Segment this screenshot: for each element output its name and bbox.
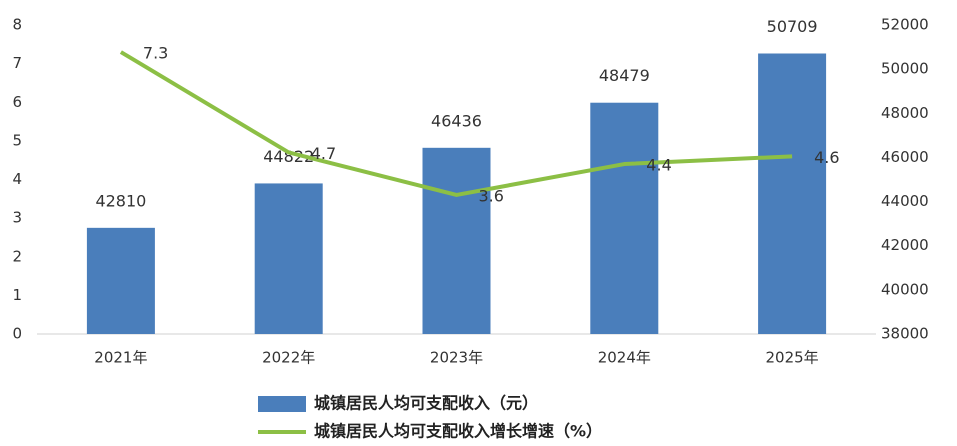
y-tick-label: 2 <box>12 247 22 265</box>
line-value-label: 3.6 <box>479 186 504 205</box>
y2-tick-label: 42000 <box>881 236 929 254</box>
x-tick-label: 2023年 <box>430 349 483 367</box>
bar <box>422 147 491 334</box>
y2-tick-label: 46000 <box>881 148 929 166</box>
line <box>119 50 793 197</box>
legend-swatch <box>258 396 306 412</box>
x-tick-label: 2025年 <box>766 349 819 367</box>
y-tick-label: 4 <box>12 170 22 188</box>
x-tick-label: 2022年 <box>262 349 315 367</box>
bar-value-label: 44822 <box>263 147 314 166</box>
y2-tick-label: 38000 <box>881 325 929 343</box>
line-value-label: 4.7 <box>311 144 336 163</box>
y-tick-label: 5 <box>12 131 22 149</box>
bar-value-label: 42810 <box>95 191 146 210</box>
y2-tick-label: 52000 <box>881 16 929 34</box>
y-tick-label: 6 <box>12 93 22 111</box>
line-value-label: 7.3 <box>143 44 168 63</box>
y-tick-label: 3 <box>12 209 22 227</box>
legend-label: 城镇居民人均可支配收入增长增速（%） <box>314 422 602 441</box>
y-tick-label: 7 <box>12 54 22 72</box>
y2-tick-label: 50000 <box>881 60 929 78</box>
bar-value-label: 50709 <box>767 17 818 36</box>
y2-tick-label: 44000 <box>881 192 929 210</box>
bar <box>590 102 659 334</box>
y-tick-label: 8 <box>12 16 22 34</box>
bar-value-label: 46436 <box>431 111 482 130</box>
y-tick-label: 0 <box>12 325 22 343</box>
bar <box>758 53 827 335</box>
line-value-label: 4.4 <box>646 156 671 175</box>
y2-tick-label: 48000 <box>881 104 929 122</box>
bar-value-label: 48479 <box>599 66 650 85</box>
bar <box>254 183 323 334</box>
bar <box>86 227 155 334</box>
x-tick-label: 2021年 <box>94 349 147 367</box>
x-tick-label: 2024年 <box>598 349 651 367</box>
legend-label: 城镇居民人均可支配收入（元） <box>314 394 538 413</box>
y-tick-label: 1 <box>12 286 22 304</box>
line-value-label: 4.6 <box>814 148 839 167</box>
y2-tick-label: 40000 <box>881 280 929 298</box>
